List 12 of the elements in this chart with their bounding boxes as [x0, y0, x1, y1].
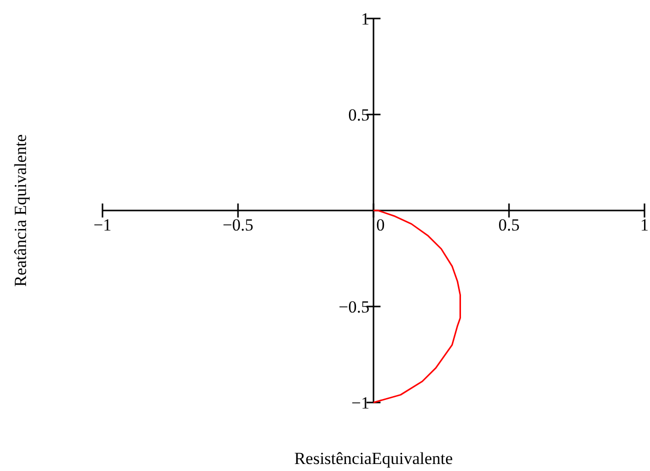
y-tick-label: −1 [351, 394, 370, 412]
x-tick-label: −0.5 [222, 216, 254, 234]
x-tick-label: −1 [93, 216, 112, 234]
y-tick-label: 0.5 [348, 106, 370, 124]
x-tick-label: 0 [376, 216, 385, 234]
line-series [372, 210, 461, 404]
y-tick-label: −0.5 [338, 298, 370, 316]
x-tick-label: 0.5 [498, 216, 520, 234]
x-axis-title: ResistênciaEquivalente [294, 449, 453, 468]
y-axis-title: Reatância Equivalente [11, 134, 30, 287]
x-tick-label: 1 [640, 216, 649, 234]
y-tick-label: 1 [361, 10, 370, 28]
